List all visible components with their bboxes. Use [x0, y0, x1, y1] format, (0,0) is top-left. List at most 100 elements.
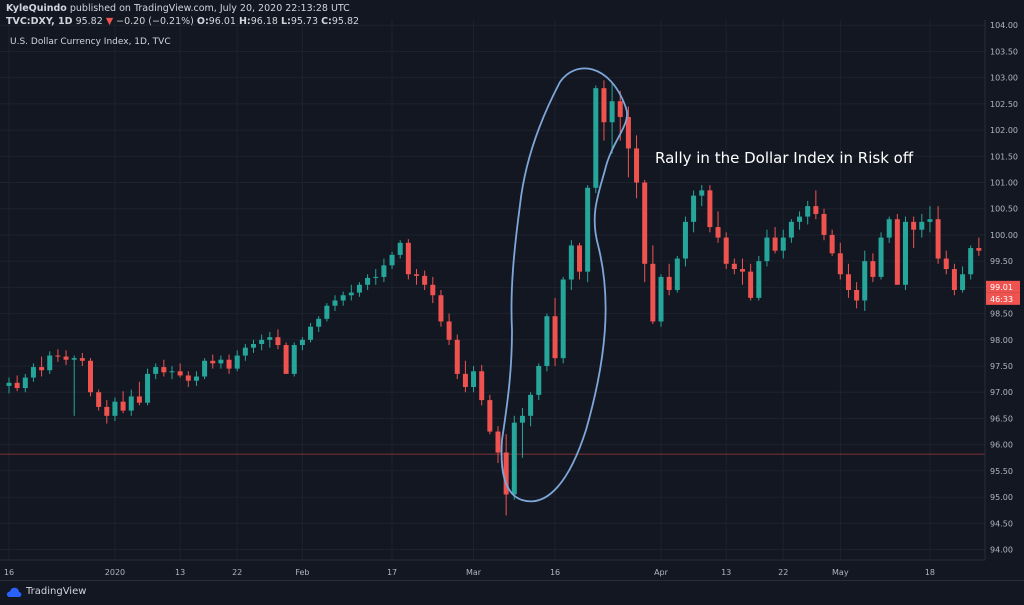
last-price: 95.82 — [75, 16, 103, 27]
candle — [927, 206, 933, 233]
time-tick-label: 16 — [550, 568, 560, 577]
candle — [47, 351, 53, 374]
candle-body — [927, 219, 933, 222]
candle-body — [242, 347, 248, 356]
candles — [6, 80, 990, 516]
price-axis[interactable]: 94.00 94.50 95.00 95.50 96.00 96.50 97.00 97.50… — [986, 21, 1020, 555]
candle — [88, 358, 93, 397]
time-tick-label: 13 — [721, 568, 731, 577]
candle — [365, 274, 371, 290]
candle — [104, 400, 110, 424]
candle-body — [471, 371, 477, 387]
candle-body — [88, 360, 93, 393]
candle-body — [870, 261, 876, 277]
candle-body — [813, 206, 819, 214]
candle — [715, 211, 721, 243]
candle-body — [699, 190, 705, 196]
time-tick-label: 16 — [4, 568, 14, 577]
candle-body — [47, 355, 53, 371]
annotation-text: Rally in the Dollar Index in Risk off — [655, 149, 914, 167]
close-label: C: — [321, 16, 332, 27]
time-tick-label: 22 — [232, 568, 242, 577]
candle — [503, 434, 509, 516]
candle-body — [837, 253, 843, 275]
candle-body — [332, 300, 338, 306]
candle-body — [788, 221, 794, 238]
time-tick-label: 13 — [175, 568, 185, 577]
candle-body — [642, 182, 648, 264]
price-tick-label: 96.00 — [990, 441, 1013, 450]
candle — [674, 255, 680, 293]
candle-body — [487, 400, 493, 432]
candle-body — [911, 221, 917, 230]
candle-body — [96, 392, 102, 407]
price-tick-label: 94.50 — [990, 519, 1013, 528]
candle — [837, 242, 843, 280]
countdown-marker — [986, 292, 1020, 305]
price-tick-label: 95.50 — [990, 467, 1013, 476]
candle — [577, 242, 582, 280]
candle-body — [552, 316, 558, 359]
candle-body — [951, 269, 957, 290]
candle — [772, 227, 778, 254]
price-tick-label: 96.50 — [990, 414, 1013, 423]
candle-body — [666, 276, 672, 290]
candle — [731, 258, 737, 275]
tradingview-brand[interactable]: TradingView — [26, 586, 87, 597]
candle — [389, 251, 395, 270]
candle-body — [438, 295, 444, 322]
candle-body — [348, 292, 354, 296]
annotation-layer — [500, 67, 628, 503]
candle — [682, 216, 688, 267]
candle — [568, 240, 574, 290]
candle — [356, 282, 362, 297]
candle-body — [780, 237, 786, 251]
candle — [813, 190, 819, 220]
candle — [373, 269, 379, 285]
tradingview-cloud-icon[interactable] — [6, 586, 22, 598]
candle-body — [740, 269, 745, 272]
candle — [829, 229, 835, 256]
candle-body — [446, 321, 452, 340]
candle-body — [935, 219, 941, 259]
candle-body — [479, 371, 485, 401]
candle — [788, 219, 794, 243]
candle-body — [634, 148, 640, 183]
candle-body — [748, 271, 754, 298]
time-tick-label: Apr — [654, 568, 669, 577]
open-label: O: — [196, 16, 209, 27]
chart-grid — [0, 20, 985, 560]
candle-body — [324, 305, 330, 319]
candle-body — [153, 367, 159, 374]
candle-body — [120, 401, 126, 411]
candle — [528, 392, 534, 427]
candle — [780, 229, 786, 259]
price-tick-label: 103.00 — [990, 74, 1018, 83]
candle — [422, 270, 428, 290]
candle-body — [299, 339, 305, 346]
candle-body — [943, 258, 949, 270]
last-price-marker — [986, 280, 1020, 293]
candle — [210, 354, 216, 369]
price-tick-label: 97.50 — [990, 362, 1013, 371]
price-tick-label: 98.00 — [990, 336, 1013, 345]
candle — [870, 253, 876, 283]
author-name[interactable]: KyleQuindo — [6, 3, 67, 14]
candle-body — [136, 396, 142, 403]
candle — [862, 250, 868, 311]
candle-body — [968, 248, 974, 275]
candle-body — [625, 116, 631, 149]
time-axis[interactable]: 16 2020 13 22 Feb 17 Mar 16 Apr 13 22 May 18 — [4, 568, 935, 577]
symbol-line: TVC:DXY, 1D 95.82 ▼ −0.20 (−0.21%) O:96.… — [6, 16, 359, 27]
candle-body — [430, 284, 436, 296]
candle — [911, 216, 917, 249]
candle — [14, 375, 20, 392]
candle-body — [30, 367, 36, 378]
candle-body — [291, 345, 297, 374]
candle-body — [976, 248, 982, 251]
candle — [658, 274, 664, 327]
symbol-label: TVC:DXY, 1D — [6, 16, 73, 27]
candle-body — [316, 318, 322, 327]
candle-body — [112, 401, 118, 416]
